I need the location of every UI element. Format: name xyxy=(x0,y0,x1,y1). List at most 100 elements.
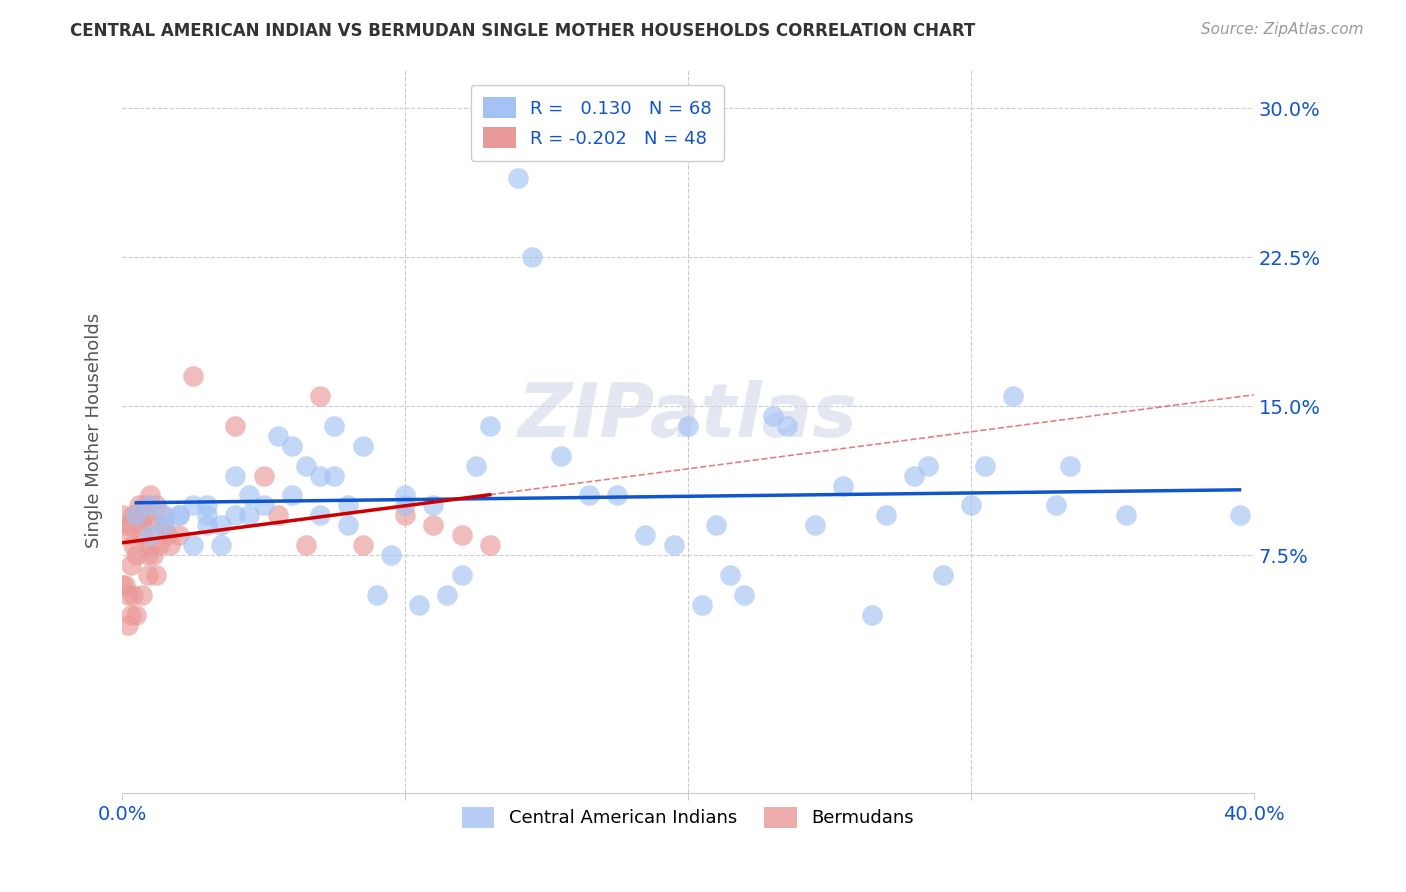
Point xyxy=(266,429,288,443)
Point xyxy=(974,458,997,473)
Point xyxy=(252,499,274,513)
Point xyxy=(120,518,142,533)
Point xyxy=(337,499,360,513)
Point xyxy=(142,548,165,562)
Point xyxy=(776,419,799,434)
Point xyxy=(195,518,218,533)
Point xyxy=(832,478,855,492)
Point xyxy=(704,518,727,533)
Point xyxy=(634,528,657,542)
Point xyxy=(238,488,260,502)
Point xyxy=(153,508,176,523)
Point xyxy=(224,419,246,434)
Point xyxy=(125,607,148,622)
Point xyxy=(578,488,600,502)
Point xyxy=(209,518,232,533)
Point xyxy=(478,538,501,552)
Point xyxy=(733,588,755,602)
Point xyxy=(1115,508,1137,523)
Point xyxy=(295,458,318,473)
Point xyxy=(422,518,444,533)
Point xyxy=(1045,499,1067,513)
Text: CENTRAL AMERICAN INDIAN VS BERMUDAN SINGLE MOTHER HOUSEHOLDS CORRELATION CHART: CENTRAL AMERICAN INDIAN VS BERMUDAN SING… xyxy=(70,22,976,40)
Point xyxy=(931,568,953,582)
Point xyxy=(153,518,176,533)
Point xyxy=(148,538,170,552)
Point xyxy=(281,488,304,502)
Point xyxy=(959,499,981,513)
Point xyxy=(128,508,150,523)
Point xyxy=(122,508,145,523)
Point xyxy=(676,419,699,434)
Point xyxy=(181,499,204,513)
Point xyxy=(450,568,472,582)
Point xyxy=(209,538,232,552)
Point xyxy=(394,499,416,513)
Point xyxy=(181,369,204,384)
Point xyxy=(323,419,346,434)
Point xyxy=(181,538,204,552)
Point xyxy=(337,518,360,533)
Point xyxy=(128,499,150,513)
Point xyxy=(804,518,827,533)
Point xyxy=(394,508,416,523)
Point xyxy=(114,518,136,533)
Point xyxy=(718,568,741,582)
Point xyxy=(142,518,165,533)
Point xyxy=(111,508,134,523)
Point xyxy=(122,588,145,602)
Point xyxy=(352,439,374,453)
Point xyxy=(134,508,156,523)
Point xyxy=(394,488,416,502)
Point xyxy=(125,508,148,523)
Point xyxy=(252,468,274,483)
Point xyxy=(153,518,176,533)
Point xyxy=(114,578,136,592)
Point xyxy=(117,617,139,632)
Point xyxy=(1059,458,1081,473)
Point xyxy=(606,488,628,502)
Point xyxy=(159,538,181,552)
Point xyxy=(139,538,162,552)
Point xyxy=(450,528,472,542)
Point xyxy=(136,568,159,582)
Point xyxy=(134,499,156,513)
Point xyxy=(436,588,458,602)
Point xyxy=(522,250,544,264)
Point xyxy=(478,419,501,434)
Point xyxy=(238,508,260,523)
Point xyxy=(139,528,162,542)
Point xyxy=(150,508,173,523)
Point xyxy=(1002,389,1025,403)
Point xyxy=(120,558,142,572)
Point xyxy=(352,538,374,552)
Point xyxy=(309,508,332,523)
Point xyxy=(167,508,190,523)
Point xyxy=(139,499,162,513)
Point xyxy=(422,499,444,513)
Point xyxy=(139,488,162,502)
Point xyxy=(145,499,167,513)
Text: ZIPatlas: ZIPatlas xyxy=(517,380,858,453)
Legend: Central American Indians, Bermudans: Central American Indians, Bermudans xyxy=(454,800,921,835)
Point xyxy=(464,458,486,473)
Point xyxy=(224,468,246,483)
Point xyxy=(860,607,883,622)
Point xyxy=(917,458,939,473)
Point xyxy=(125,548,148,562)
Point xyxy=(117,528,139,542)
Point xyxy=(903,468,925,483)
Point xyxy=(295,538,318,552)
Point xyxy=(195,508,218,523)
Point xyxy=(1229,508,1251,523)
Text: Source: ZipAtlas.com: Source: ZipAtlas.com xyxy=(1201,22,1364,37)
Point xyxy=(550,449,572,463)
Point xyxy=(111,578,134,592)
Point xyxy=(662,538,685,552)
Point xyxy=(117,588,139,602)
Point xyxy=(408,598,430,612)
Point xyxy=(125,508,148,523)
Point xyxy=(281,439,304,453)
Point xyxy=(875,508,897,523)
Y-axis label: Single Mother Households: Single Mother Households xyxy=(86,313,103,549)
